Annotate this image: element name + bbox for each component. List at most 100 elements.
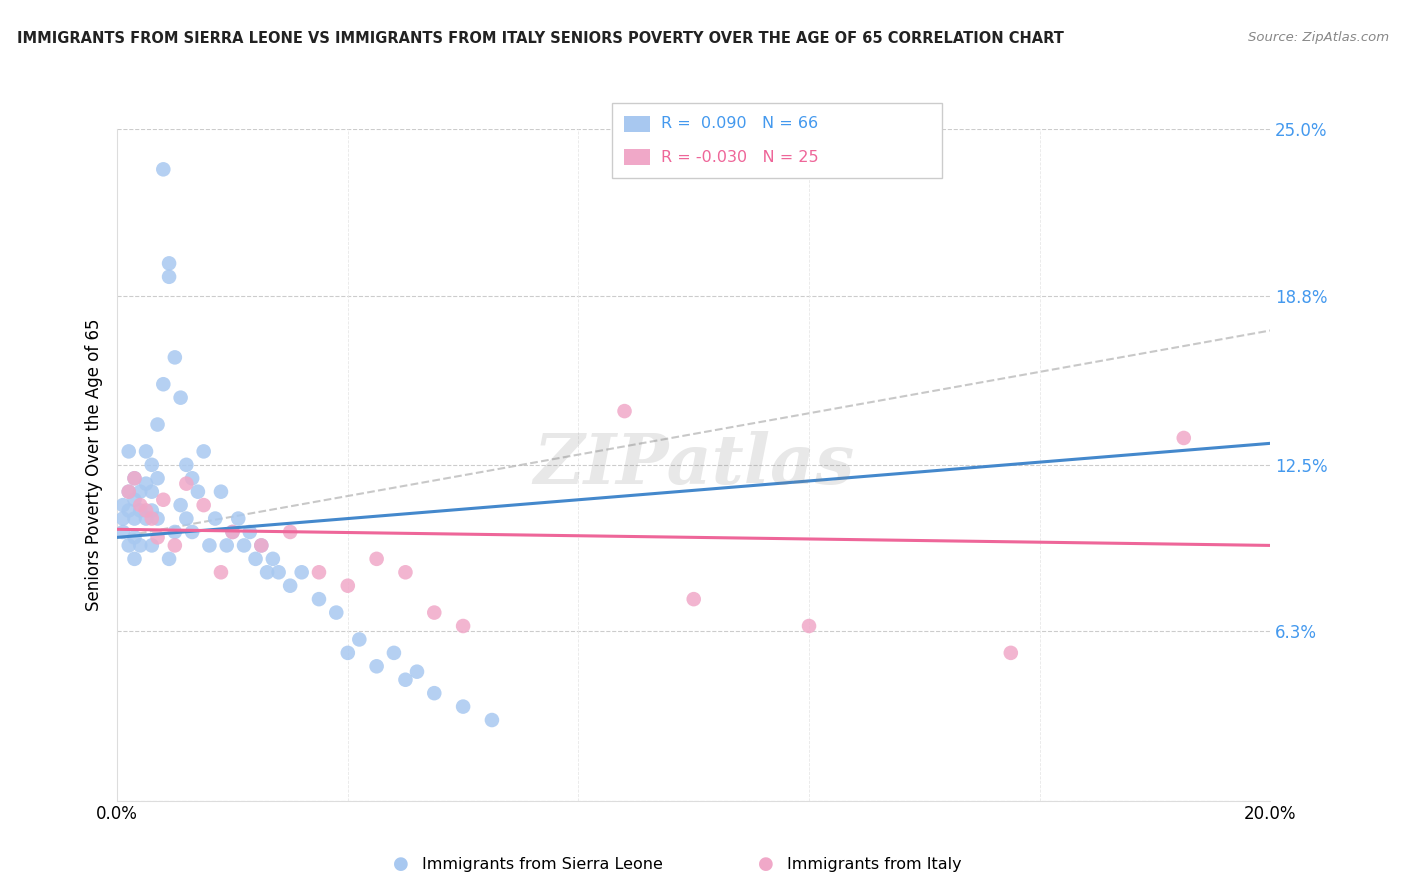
Point xyxy=(336,646,359,660)
Text: Immigrants from Italy: Immigrants from Italy xyxy=(787,857,962,871)
Point xyxy=(613,404,636,418)
Text: IMMIGRANTS FROM SIERRA LEONE VS IMMIGRANTS FROM ITALY SENIORS POVERTY OVER THE A: IMMIGRANTS FROM SIERRA LEONE VS IMMIGRAN… xyxy=(17,31,1064,46)
Point xyxy=(163,524,186,539)
Point xyxy=(129,503,152,517)
Point xyxy=(141,503,163,517)
Point xyxy=(209,566,232,580)
Point xyxy=(111,524,134,539)
Point xyxy=(157,269,180,284)
Point xyxy=(366,659,388,673)
Point xyxy=(124,530,146,544)
Point xyxy=(129,538,152,552)
Text: Source: ZipAtlas.com: Source: ZipAtlas.com xyxy=(1249,31,1389,45)
Y-axis label: Seniors Poverty Over the Age of 65: Seniors Poverty Over the Age of 65 xyxy=(86,318,103,611)
Point xyxy=(169,391,191,405)
Point xyxy=(451,619,474,633)
Point xyxy=(291,566,314,580)
Point xyxy=(124,552,146,566)
Point xyxy=(1173,431,1195,445)
Point xyxy=(187,484,209,499)
Point xyxy=(181,524,204,539)
Point xyxy=(245,552,267,566)
Point xyxy=(152,162,174,177)
Point xyxy=(451,699,474,714)
Point xyxy=(481,713,503,727)
Point xyxy=(135,444,157,458)
Point xyxy=(124,511,146,525)
Point xyxy=(146,511,169,525)
Point xyxy=(349,632,371,647)
Point xyxy=(308,566,330,580)
Point xyxy=(118,503,141,517)
Point xyxy=(198,538,221,552)
Point xyxy=(111,511,134,525)
Point xyxy=(366,552,388,566)
Point xyxy=(256,566,278,580)
Point xyxy=(250,538,273,552)
Point xyxy=(111,498,134,512)
Point xyxy=(157,256,180,270)
Point xyxy=(124,492,146,507)
Point xyxy=(382,646,405,660)
Point xyxy=(157,552,180,566)
Point xyxy=(176,511,198,525)
Point xyxy=(146,417,169,432)
Point xyxy=(118,538,141,552)
Point xyxy=(152,492,174,507)
Point xyxy=(278,524,301,539)
Point xyxy=(215,538,238,552)
Point xyxy=(163,538,186,552)
Point xyxy=(267,566,290,580)
Point xyxy=(176,476,198,491)
Point xyxy=(325,606,347,620)
Point xyxy=(181,471,204,485)
Point xyxy=(336,579,359,593)
Point xyxy=(146,471,169,485)
Point xyxy=(394,566,416,580)
Point xyxy=(423,606,446,620)
Point xyxy=(146,530,169,544)
Point xyxy=(221,524,243,539)
Point xyxy=(682,592,704,607)
Point xyxy=(135,476,157,491)
Point xyxy=(250,538,273,552)
Point xyxy=(141,538,163,552)
Point xyxy=(209,484,232,499)
Point xyxy=(118,484,141,499)
Text: R = -0.030   N = 25: R = -0.030 N = 25 xyxy=(661,150,818,165)
Text: Immigrants from Sierra Leone: Immigrants from Sierra Leone xyxy=(422,857,662,871)
Text: ●: ● xyxy=(758,855,775,873)
Point xyxy=(308,592,330,607)
Point xyxy=(204,511,226,525)
Point xyxy=(394,673,416,687)
Point xyxy=(152,377,174,392)
Text: R =  0.090   N = 66: R = 0.090 N = 66 xyxy=(661,116,818,131)
Point xyxy=(262,552,284,566)
Point xyxy=(406,665,429,679)
Point xyxy=(124,471,146,485)
Point xyxy=(797,619,820,633)
Point xyxy=(278,579,301,593)
Point xyxy=(141,458,163,472)
Point xyxy=(129,484,152,499)
Point xyxy=(193,498,215,512)
Point xyxy=(169,498,191,512)
Point xyxy=(118,444,141,458)
Point xyxy=(141,484,163,499)
Point xyxy=(141,511,163,525)
Point xyxy=(129,498,152,512)
Text: ●: ● xyxy=(392,855,409,873)
Point xyxy=(163,351,186,365)
Point xyxy=(135,511,157,525)
Point xyxy=(176,458,198,472)
Point xyxy=(423,686,446,700)
Point xyxy=(135,503,157,517)
Point xyxy=(193,444,215,458)
Point xyxy=(226,511,249,525)
Point xyxy=(124,471,146,485)
Point xyxy=(1000,646,1022,660)
Point xyxy=(233,538,256,552)
Text: ZIPatlas: ZIPatlas xyxy=(533,431,855,499)
Point xyxy=(221,524,243,539)
Point xyxy=(239,524,262,539)
